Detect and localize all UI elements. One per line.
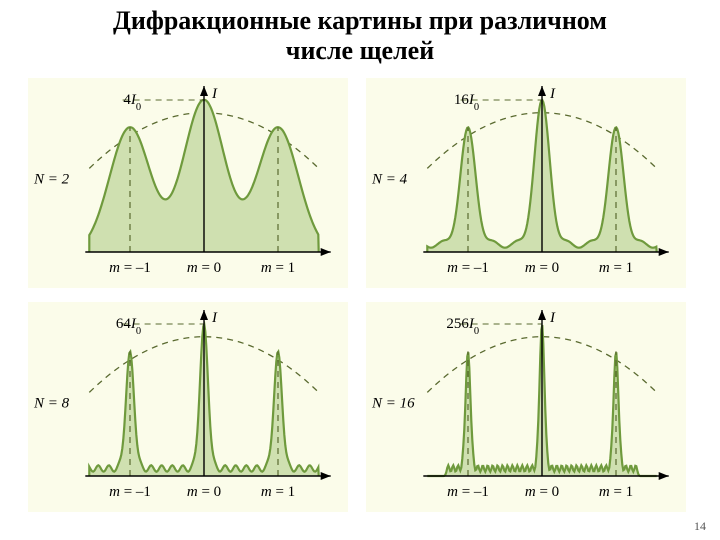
figure-grid: N = 2I4I0m = –1m = 0m = 1 N = 4I16I0m = …: [28, 78, 692, 518]
title-line-2: числе щелей: [10, 36, 710, 66]
svg-text:m = –1: m = –1: [447, 484, 489, 500]
svg-text:m = 0: m = 0: [187, 484, 221, 500]
panel-n8: N = 8I64I0m = –1m = 0m = 1: [28, 302, 354, 518]
svg-text:m = 1: m = 1: [599, 260, 633, 276]
svg-text:N = 4: N = 4: [371, 172, 408, 188]
svg-text:m = 0: m = 0: [525, 484, 559, 500]
svg-text:I: I: [549, 310, 556, 326]
panel-n16: N = 16I256I0m = –1m = 0m = 1: [366, 302, 692, 518]
svg-text:I: I: [211, 310, 218, 326]
svg-text:m = –1: m = –1: [447, 260, 489, 276]
svg-text:I: I: [549, 86, 556, 102]
title-line-1: Дифракционные картины при различном: [10, 6, 710, 36]
page-title: Дифракционные картины при различном числ…: [0, 0, 720, 68]
page-number: 14: [694, 519, 706, 534]
svg-text:m = 0: m = 0: [525, 260, 559, 276]
svg-text:m = –1: m = –1: [109, 260, 151, 276]
page: Дифракционные картины при различном числ…: [0, 0, 720, 540]
panel-n2: N = 2I4I0m = –1m = 0m = 1: [28, 78, 354, 294]
panel-n4: N = 4I16I0m = –1m = 0m = 1: [366, 78, 692, 294]
svg-text:N = 2: N = 2: [33, 172, 70, 188]
svg-text:I: I: [211, 86, 218, 102]
svg-text:m = 1: m = 1: [261, 484, 295, 500]
svg-text:m = 1: m = 1: [261, 260, 295, 276]
svg-text:m = 1: m = 1: [599, 484, 633, 500]
svg-text:m = –1: m = –1: [109, 484, 151, 500]
svg-text:m = 0: m = 0: [187, 260, 221, 276]
svg-text:N = 8: N = 8: [33, 396, 70, 412]
svg-text:N = 16: N = 16: [371, 396, 415, 412]
